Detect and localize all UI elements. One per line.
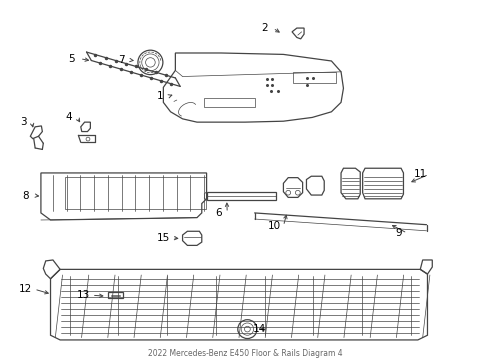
Text: 9: 9	[395, 228, 402, 238]
Text: 8: 8	[22, 190, 29, 201]
Text: 4: 4	[65, 112, 72, 122]
Text: 5: 5	[68, 54, 74, 64]
Text: 15: 15	[157, 233, 170, 243]
Text: 10: 10	[268, 221, 281, 231]
Text: 7: 7	[118, 55, 124, 65]
Text: 1: 1	[157, 91, 163, 101]
Text: 14: 14	[253, 324, 266, 334]
Text: 12: 12	[19, 284, 32, 294]
Text: 13: 13	[76, 290, 90, 300]
Text: 2: 2	[261, 23, 268, 33]
Text: 3: 3	[20, 117, 26, 127]
Text: 2022 Mercedes-Benz E450 Floor & Rails Diagram 4: 2022 Mercedes-Benz E450 Floor & Rails Di…	[147, 349, 343, 358]
Text: 6: 6	[215, 208, 222, 218]
Text: 11: 11	[414, 169, 427, 179]
